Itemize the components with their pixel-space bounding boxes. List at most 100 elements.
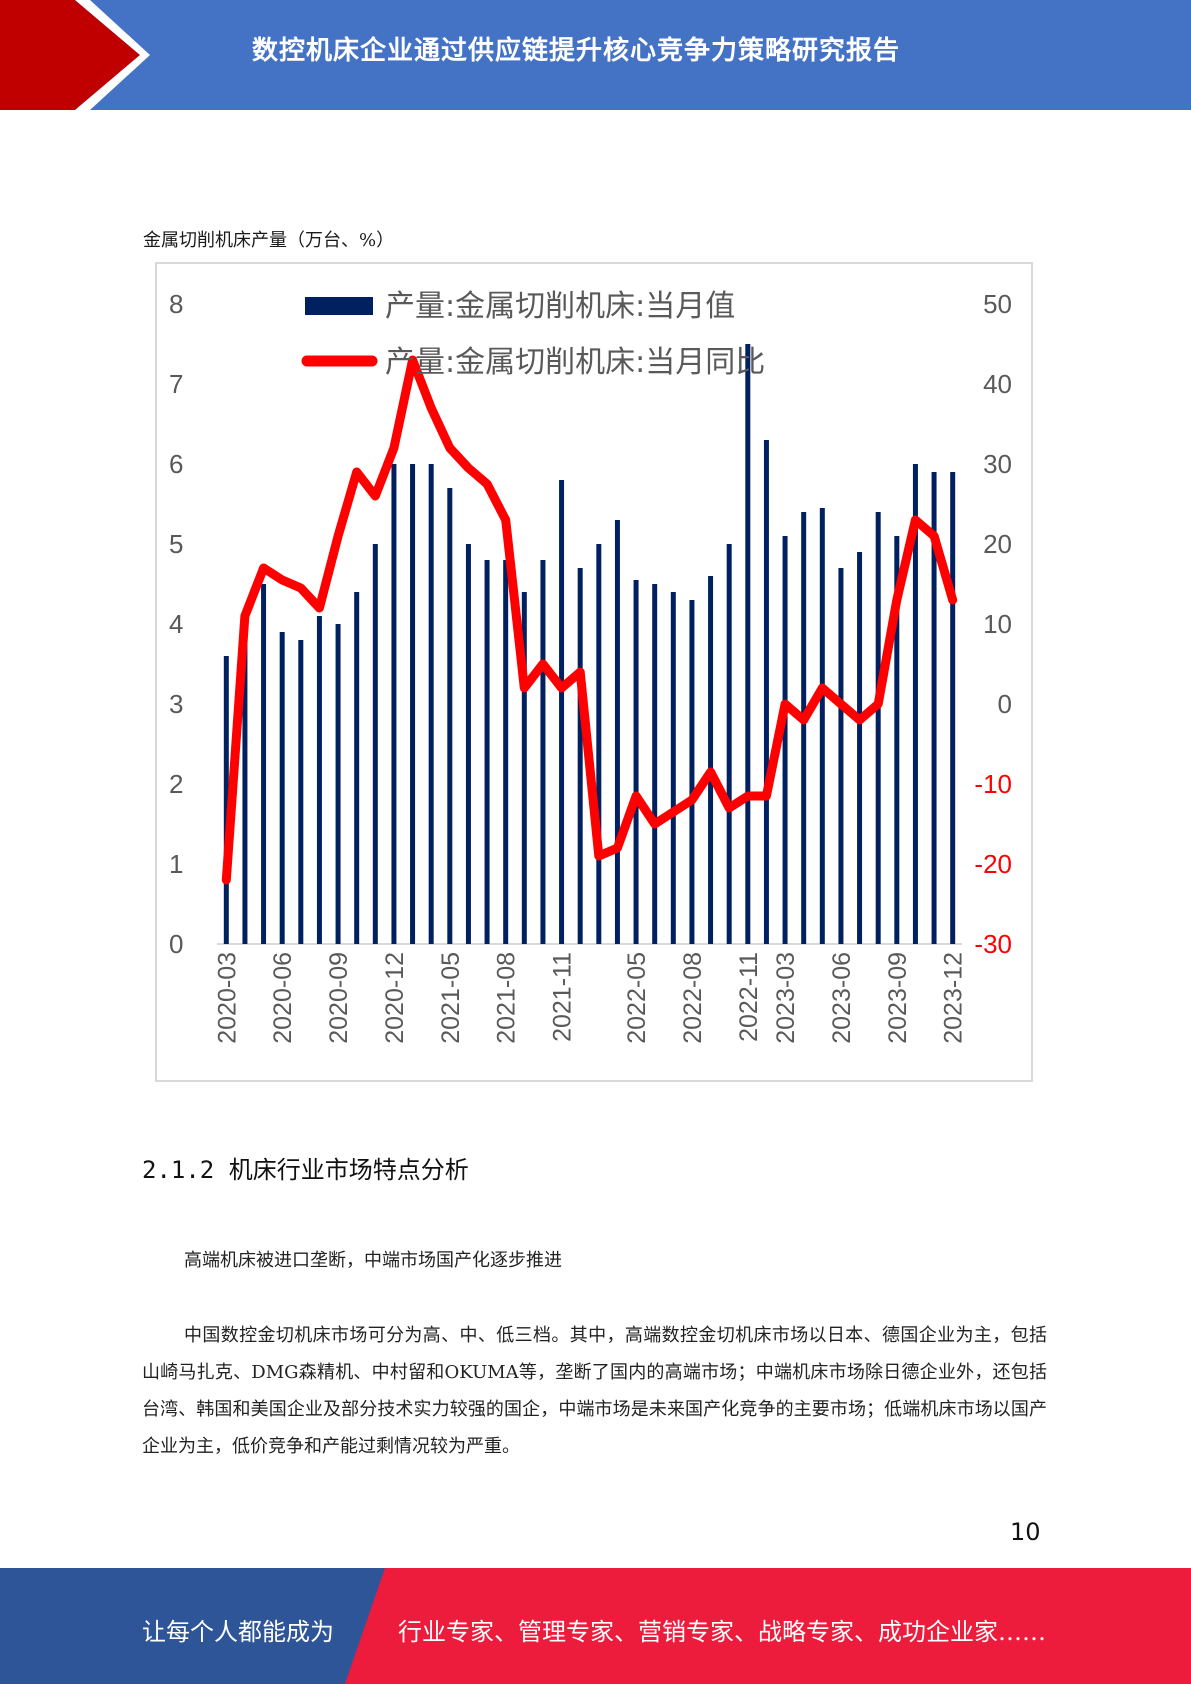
bar bbox=[950, 472, 956, 944]
line-point bbox=[486, 483, 488, 485]
x-axis-tick-label: 2023-12 bbox=[940, 952, 968, 1044]
line-point bbox=[393, 447, 395, 449]
line-point bbox=[710, 771, 712, 773]
line-point bbox=[635, 795, 637, 797]
bar bbox=[912, 464, 918, 944]
bar bbox=[372, 544, 378, 944]
right-axis-tick-label: 40 bbox=[983, 369, 1012, 399]
bar bbox=[484, 560, 490, 944]
page-number: 10 bbox=[1010, 1518, 1041, 1546]
x-axis-tick-label: 2021-11 bbox=[549, 952, 577, 1042]
bar bbox=[708, 576, 714, 944]
right-axis-tick-label: 0 bbox=[998, 689, 1012, 719]
bar bbox=[577, 568, 583, 944]
line-point bbox=[747, 795, 749, 797]
bar bbox=[633, 580, 639, 944]
footer-slogan-left: 让每个人都能成为 bbox=[142, 1618, 334, 1646]
right-axis-tick-label: 30 bbox=[983, 449, 1012, 479]
footer-slogan-right: 行业专家、管理专家、营销专家、战略专家、成功企业家…… bbox=[398, 1618, 1046, 1646]
left-axis-tick-label: 3 bbox=[169, 689, 183, 719]
bar bbox=[819, 508, 825, 944]
x-axis-tick-label: 2023-06 bbox=[828, 952, 856, 1044]
line-point bbox=[803, 719, 805, 721]
bar bbox=[335, 624, 341, 944]
page-footer: 让每个人都能成为 行业专家、管理专家、营销专家、战略专家、成功企业家…… bbox=[0, 1568, 1191, 1684]
line-point bbox=[765, 795, 767, 797]
bar bbox=[894, 536, 900, 944]
line-point bbox=[598, 855, 600, 857]
line-point bbox=[412, 359, 414, 361]
paragraph-body: 中国数控金切机床市场可分为高、中、低三档。其中，高端数控金切机床市场以日本、德国… bbox=[142, 1325, 1047, 1457]
bar bbox=[689, 600, 695, 944]
header-chevron-decoration bbox=[0, 0, 150, 110]
left-axis-tick-label: 0 bbox=[169, 929, 183, 959]
line-point bbox=[374, 495, 376, 497]
line-point bbox=[952, 599, 954, 601]
bar bbox=[652, 584, 658, 944]
bar bbox=[801, 512, 807, 944]
bar bbox=[763, 440, 769, 944]
right-axis-tick-label: -10 bbox=[974, 769, 1012, 799]
section-heading: 2.1.2 机床行业市场特点分析 bbox=[142, 1156, 469, 1184]
left-axis-tick-label: 2 bbox=[169, 769, 183, 799]
bar bbox=[857, 552, 863, 944]
report-title: 数控机床企业通过供应链提升核心竞争力策略研究报告 bbox=[252, 36, 901, 66]
x-axis-tick-label: 2020-12 bbox=[381, 952, 409, 1044]
left-axis-tick-label: 1 bbox=[169, 849, 183, 879]
x-axis-tick-label: 2021-05 bbox=[437, 952, 465, 1044]
line-point bbox=[561, 687, 563, 689]
line-point bbox=[877, 703, 879, 705]
line-point bbox=[654, 823, 656, 825]
chart-caption: 金属切削机床产量（万台、%） bbox=[143, 230, 395, 251]
bar bbox=[279, 632, 285, 944]
bar bbox=[261, 584, 267, 944]
bar bbox=[540, 560, 546, 944]
line-point bbox=[505, 519, 507, 521]
line-point bbox=[542, 663, 544, 665]
line-point bbox=[672, 811, 674, 813]
line-point bbox=[449, 447, 451, 449]
line-point bbox=[933, 535, 935, 537]
line-point bbox=[859, 719, 861, 721]
line-point bbox=[523, 687, 525, 689]
bar bbox=[298, 640, 304, 944]
line-point bbox=[300, 587, 302, 589]
bar bbox=[596, 544, 602, 944]
bar bbox=[503, 560, 509, 944]
line-point bbox=[225, 879, 227, 881]
line-point bbox=[914, 519, 916, 521]
line-point bbox=[821, 687, 823, 689]
left-axis-tick-label: 7 bbox=[169, 369, 183, 399]
footer-background bbox=[0, 1568, 1191, 1684]
paragraph-subtitle: 高端机床被进口垄断，中端市场国产化逐步推进 bbox=[184, 1250, 562, 1271]
left-axis-tick-label: 8 bbox=[169, 289, 183, 319]
x-axis-tick-label: 2022-11 bbox=[735, 952, 763, 1042]
right-axis-tick-label: -20 bbox=[974, 849, 1012, 879]
line-point bbox=[430, 407, 432, 409]
bar bbox=[410, 464, 416, 944]
bar bbox=[465, 544, 471, 944]
line-point bbox=[784, 703, 786, 705]
right-axis-tick-label: 50 bbox=[983, 289, 1012, 319]
x-axis-tick-label: 2020-03 bbox=[213, 952, 241, 1044]
right-axis-tick-label: 20 bbox=[983, 529, 1012, 559]
x-axis-tick-label: 2020-06 bbox=[269, 952, 297, 1044]
line-point bbox=[244, 615, 246, 617]
page-header: 数控机床企业通过供应链提升核心竞争力策略研究报告 bbox=[0, 0, 1191, 110]
bar bbox=[447, 488, 453, 944]
line-point bbox=[616, 847, 618, 849]
legend-swatch-bar bbox=[305, 297, 373, 315]
production-chart: 0 1 2 3 4 5 6 7 8 -30 -20 -10 0 10 20 30 40 50 2020-03 2020… bbox=[155, 262, 1033, 1082]
bar bbox=[670, 592, 676, 944]
line-point bbox=[263, 567, 265, 569]
bar bbox=[782, 536, 788, 944]
bar bbox=[391, 464, 397, 944]
line-point bbox=[840, 703, 842, 705]
bar bbox=[354, 592, 360, 944]
right-axis-tick-label: 10 bbox=[983, 609, 1012, 639]
bar bbox=[316, 616, 322, 944]
x-axis-tick-label: 2021-08 bbox=[493, 952, 521, 1044]
bar bbox=[726, 544, 732, 944]
line-point bbox=[728, 807, 730, 809]
line-point bbox=[691, 799, 693, 801]
